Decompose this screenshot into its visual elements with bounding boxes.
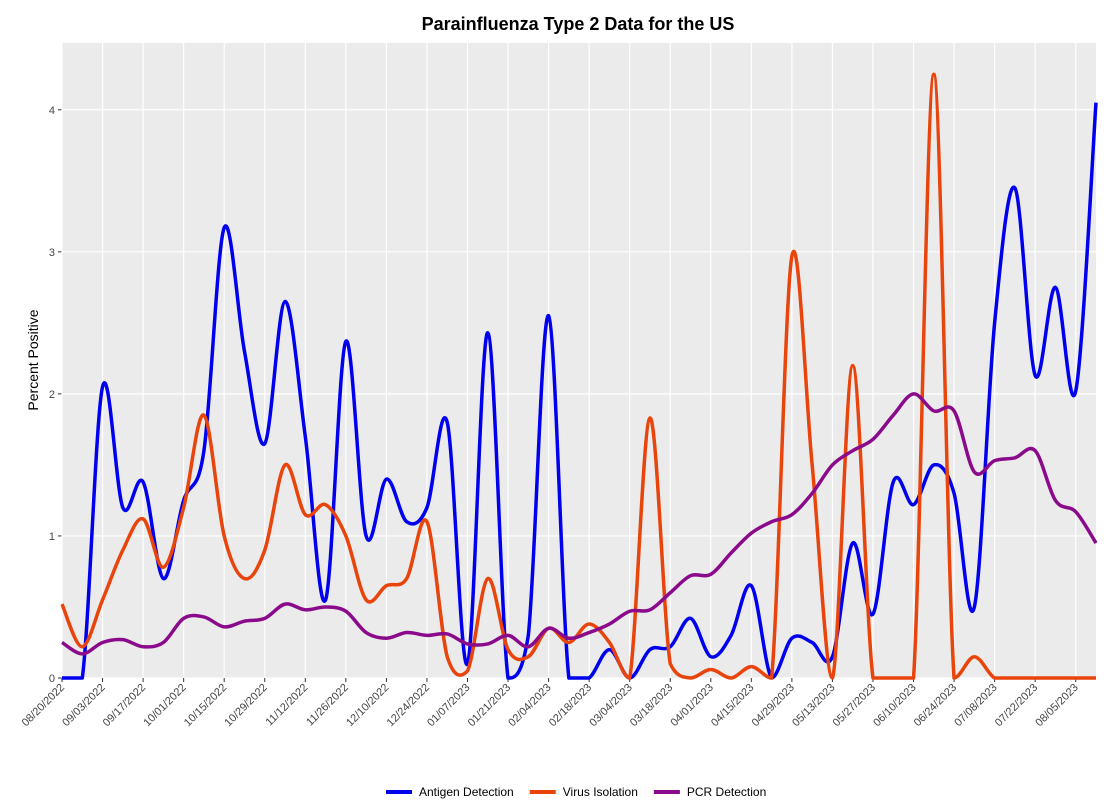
x-tick-label: 10/15/2022 bbox=[182, 682, 229, 729]
x-tick-label: 08/05/2023 bbox=[1033, 682, 1080, 729]
x-tick-label: 04/29/2023 bbox=[750, 682, 797, 729]
y-tick-label: 3 bbox=[49, 247, 55, 259]
x-tick-label: 03/18/2023 bbox=[628, 682, 675, 729]
series-line bbox=[62, 102, 1098, 680]
x-tick-label: 02/18/2023 bbox=[547, 682, 594, 729]
x-tick-label: 12/24/2022 bbox=[385, 682, 432, 729]
x-tick-label: 07/22/2023 bbox=[993, 682, 1040, 729]
x-tick-label: 11/12/2022 bbox=[264, 682, 311, 729]
series-line bbox=[60, 72, 1096, 680]
chart-title: Parainfluenza Type 2 Data for the US bbox=[422, 14, 735, 34]
x-tick-label: 01/07/2023 bbox=[425, 682, 472, 729]
x-tick-label: 02/04/2023 bbox=[506, 682, 553, 729]
x-tick-label: 10/29/2022 bbox=[222, 682, 269, 729]
x-tick-label: 04/01/2023 bbox=[668, 682, 715, 729]
x-tick-label: 05/27/2023 bbox=[831, 682, 878, 729]
panel bbox=[62, 43, 1096, 678]
y-axis-label: Percent Positive bbox=[25, 309, 41, 410]
x-tick-label: 01/21/2023 bbox=[466, 682, 513, 729]
y-tick-label: 1 bbox=[49, 531, 55, 543]
y-tick-label: 0 bbox=[49, 673, 55, 685]
x-tick-label: 06/24/2023 bbox=[912, 682, 959, 729]
legend-label: Antigen Detection bbox=[419, 785, 514, 799]
x-tick-label: 06/10/2023 bbox=[871, 682, 918, 729]
y-tick-label: 2 bbox=[49, 389, 55, 401]
x-tick-label: 09/03/2022 bbox=[60, 682, 107, 729]
legend-label: Virus Isolation bbox=[563, 785, 638, 799]
x-tick-label: 12/10/2022 bbox=[344, 682, 391, 729]
x-tick-label: 09/17/2022 bbox=[101, 682, 148, 729]
x-tick-label: 03/04/2023 bbox=[587, 682, 634, 729]
legend-label: PCR Detection bbox=[687, 785, 766, 799]
x-tick-label: 05/13/2023 bbox=[790, 682, 837, 729]
x-tick-label: 10/01/2022 bbox=[141, 682, 188, 729]
x-tick-label: 07/08/2023 bbox=[952, 682, 999, 729]
x-tick-label: 04/15/2023 bbox=[709, 682, 756, 729]
y-tick-label: 4 bbox=[49, 105, 55, 117]
x-tick-label: 08/20/2022 bbox=[20, 682, 67, 729]
series-line bbox=[61, 392, 1098, 656]
